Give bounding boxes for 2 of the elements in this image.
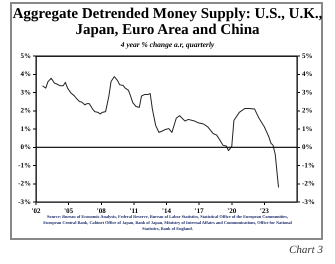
chart-title: Aggregate Detrended Money Supply: U.S., U.K., Japan, Euro Area and China [12,6,323,38]
caption: Chart 3 [289,244,323,256]
